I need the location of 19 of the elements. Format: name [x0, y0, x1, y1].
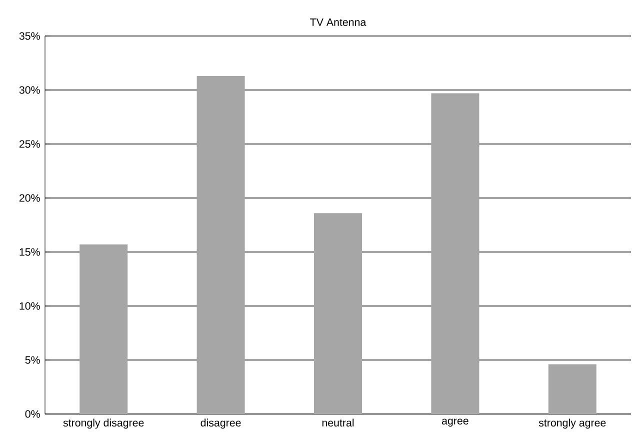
y-tick-label: 10% — [20, 302, 40, 310]
bar — [314, 213, 362, 414]
y-tick-label: 35% — [19, 32, 40, 40]
y-tick-label: 30% — [19, 86, 40, 94]
x-tick-label: agree — [442, 418, 468, 427]
x-tick-label: strongly disagree — [63, 418, 144, 429]
bar — [196, 76, 245, 414]
y-tick-label: 15% — [20, 248, 40, 256]
x-tick-label: neutral — [322, 418, 354, 427]
y-tick-label: 20% — [19, 194, 40, 202]
x-tick-label: disagree — [200, 418, 241, 429]
y-tick-label: 25% — [19, 140, 40, 148]
bar — [548, 364, 596, 414]
bar — [80, 244, 128, 414]
bar — [431, 93, 480, 414]
x-tick-label: strongly agree — [538, 418, 606, 429]
y-tick-label: 5% — [25, 356, 40, 364]
y-tick-label: 0% — [25, 410, 40, 418]
chart-title: TV Antenna — [310, 18, 366, 26]
